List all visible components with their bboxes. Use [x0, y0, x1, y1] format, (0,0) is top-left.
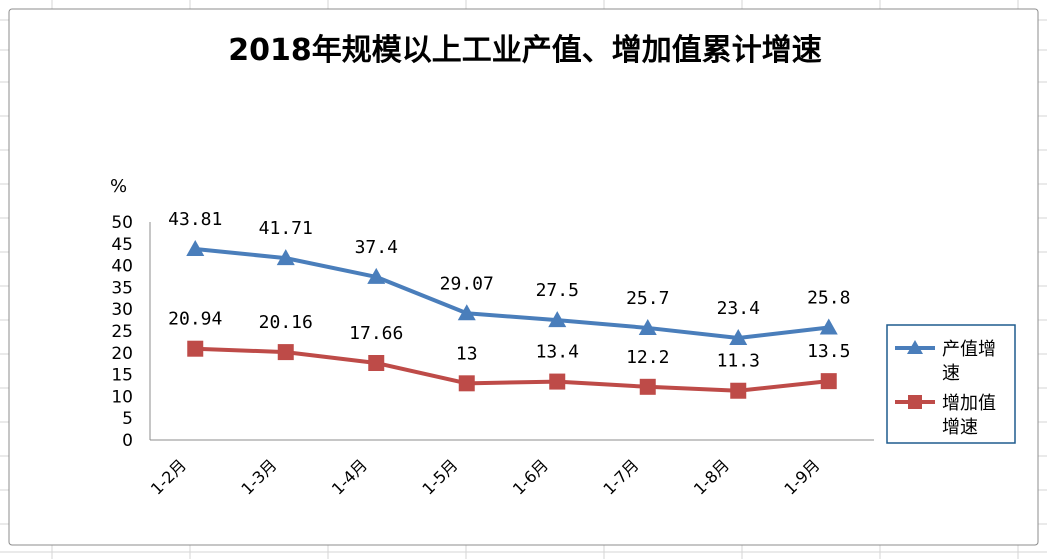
- y-axis-unit-label: %: [110, 176, 127, 197]
- y-tick-label: 30: [111, 300, 133, 320]
- data-label-value-added-growth: 13.4: [536, 342, 579, 363]
- data-label-output-growth: 25.8: [807, 288, 850, 309]
- y-tick-label: 15: [111, 366, 133, 386]
- data-point-output-growth[interactable]: [729, 328, 748, 345]
- series-line-output-growth[interactable]: [193, 246, 831, 340]
- data-label-value-added-growth: 13: [456, 343, 478, 364]
- data-point-value-added-growth[interactable]: [277, 344, 294, 361]
- legend-label-value-added-growth-line1: 增加值: [942, 393, 996, 414]
- data-label-value-added-growth: 17.66: [349, 323, 403, 344]
- y-tick-label: 20: [111, 344, 133, 364]
- chart-frame[interactable]: [8, 8, 1039, 546]
- data-point-output-growth[interactable]: [548, 311, 567, 328]
- square-marker-icon: [908, 395, 922, 409]
- y-tick-label: 10: [111, 387, 133, 407]
- data-label-value-added-growth: 13.5: [807, 341, 850, 362]
- data-point-value-added-growth[interactable]: [187, 340, 204, 357]
- y-tick-label: 35: [111, 278, 133, 298]
- data-point-value-added-growth[interactable]: [549, 373, 566, 390]
- chart-title: 2018年规模以上工业产值、增加值累计增速: [228, 33, 822, 68]
- legend-item-value-added-growth[interactable]: 增加值 增速: [895, 393, 996, 438]
- series-line-value-added-growth[interactable]: [193, 346, 831, 393]
- data-label-output-growth: 25.7: [626, 288, 669, 309]
- triangle-marker-icon: [907, 340, 923, 354]
- legend[interactable]: [886, 324, 1016, 444]
- data-point-value-added-growth[interactable]: [458, 375, 475, 392]
- data-label-output-growth: 41.71: [259, 218, 313, 239]
- data-point-output-growth[interactable]: [819, 318, 838, 335]
- data-label-value-added-growth: 20.94: [168, 309, 222, 330]
- data-label-value-added-growth: 20.16: [259, 312, 313, 333]
- data-label-output-growth: 23.4: [717, 298, 760, 319]
- data-label-value-added-growth: 12.2: [626, 347, 669, 368]
- data-label-output-growth: 37.4: [355, 237, 398, 258]
- y-tick-label: 45: [111, 235, 133, 255]
- legend-label-output-growth-line2: 速: [942, 363, 960, 384]
- y-tick-label: 0: [122, 431, 133, 451]
- data-point-value-added-growth[interactable]: [820, 373, 837, 390]
- data-point-output-growth[interactable]: [367, 267, 386, 284]
- data-point-output-growth[interactable]: [457, 304, 476, 321]
- data-label-output-growth: 27.5: [536, 280, 579, 301]
- data-label-output-growth: 29.07: [440, 273, 494, 294]
- data-label-output-growth: 43.81: [168, 209, 222, 230]
- data-point-value-added-growth[interactable]: [639, 378, 656, 395]
- data-point-value-added-growth[interactable]: [730, 382, 747, 399]
- data-point-output-growth[interactable]: [186, 239, 205, 256]
- data-label-value-added-growth: 11.3: [717, 351, 760, 372]
- y-tick-label: 25: [111, 322, 133, 342]
- legend-label-value-added-growth-line2: 增速: [942, 417, 978, 438]
- data-point-value-added-growth[interactable]: [368, 355, 385, 372]
- y-tick-label: 40: [111, 257, 133, 277]
- data-point-output-growth[interactable]: [638, 318, 657, 335]
- y-tick-label: 5: [122, 409, 133, 429]
- legend-item-output-growth[interactable]: 产值增 速: [895, 339, 996, 384]
- legend-label-output-growth-line1: 产值增: [942, 339, 996, 360]
- data-point-output-growth[interactable]: [276, 249, 295, 266]
- y-tick-label: 50: [111, 213, 133, 233]
